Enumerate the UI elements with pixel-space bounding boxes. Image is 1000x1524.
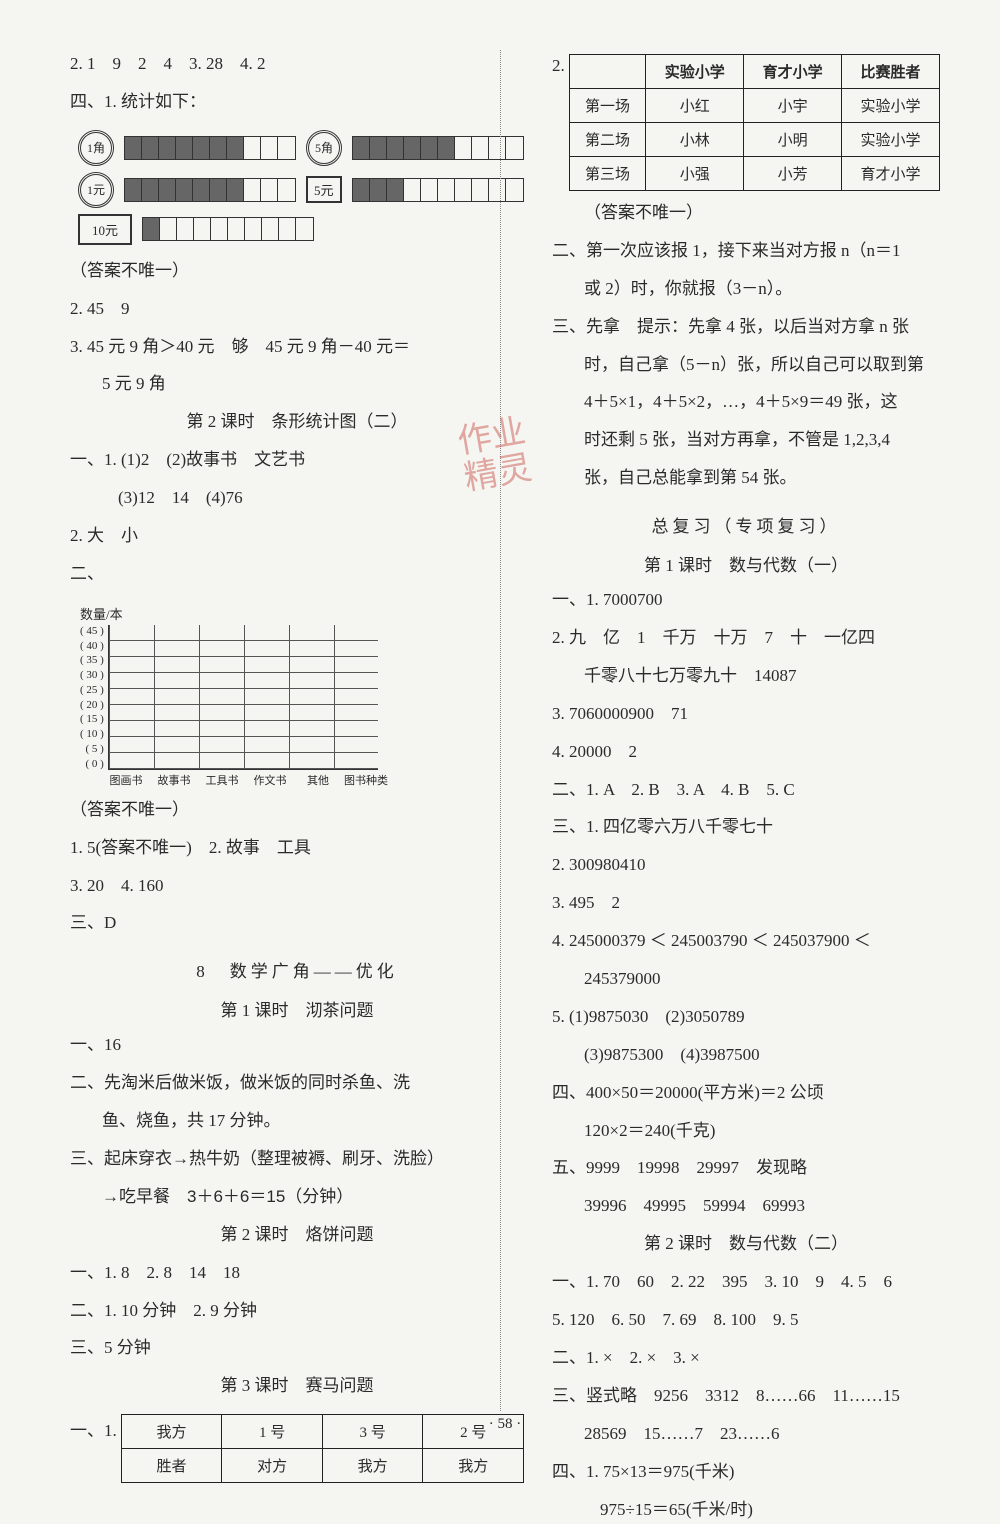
text-line: →吃早餐 3＋6＋6＝15（分钟） [70, 1183, 524, 1212]
coin-10yuan-icon: 10元 [78, 214, 132, 245]
coin-1jiao-icon: 1角 [78, 130, 114, 166]
text-line: 四、1. 统计如下： [70, 88, 524, 117]
chart-yaxis: ( 45 )( 40 )( 35 )( 30 )( 25 )( 20 )( 15… [80, 625, 108, 770]
text-line: 一、16 [70, 1031, 524, 1060]
section-sub: 第 1 课时 沏茶问题 [70, 996, 524, 1021]
text-line: （答案不唯一） [70, 257, 524, 286]
text-line: 5 元 9 角 [70, 370, 524, 399]
text-line: 245379000 [552, 965, 940, 994]
text-line: 或 2）时，你就报（3－n）。 [552, 275, 940, 304]
text-line: 二、 [70, 560, 524, 589]
text-line: 四、400×50＝20000(平方米)＝2 公顷 [552, 1079, 940, 1108]
text-line: 二、1. 10 分钟 2. 9 分钟 [70, 1297, 524, 1326]
tally-bar [352, 178, 524, 202]
text-line: 一、1. (1)2 (2)故事书 文艺书 [70, 446, 524, 475]
text-line: 时，自己拿（5－n）张，所以自己可以取到第 [552, 351, 940, 380]
match-table-1: 我方1 号3 号2 号胜者对方我方我方 [121, 1414, 524, 1483]
text-line: （答案不唯一） [552, 199, 940, 228]
text-line: 4. 245000379 ＜ 245003790 ＜ 245037900 ＜ [552, 927, 940, 956]
tally-bar [142, 217, 314, 241]
text-line: 三、D [70, 909, 524, 938]
right-column: 2. 实验小学育才小学比赛胜者第一场小红小宇实验小学第二场小林小明实验小学第三场… [552, 50, 940, 1400]
text-line: 一、1. 8 2. 8 14 18 [70, 1259, 524, 1288]
text-line: 2. 大 小 [70, 522, 524, 551]
text-line: 二、1. A 2. B 3. A 4. B 5. C [552, 776, 940, 805]
text-line: (3)12 14 (4)76 [70, 484, 524, 513]
text-line: 时还剩 5 张，当对方再拿，不管是 1,2,3,4 [552, 426, 940, 455]
text-line: 5. (1)9875030 (2)3050789 [552, 1003, 940, 1032]
text-line: 三、5 分钟 [70, 1334, 524, 1363]
text-line: 3. 7060000900 71 [552, 700, 940, 729]
text-line: 3. 495 2 [552, 889, 940, 918]
text-line: 5. 120 6. 50 7. 69 8. 100 9. 5 [552, 1306, 940, 1335]
section-title: 总复习（专项复习） [552, 512, 940, 537]
text-line: 39996 49995 59994 69993 [552, 1192, 940, 1221]
column-separator [500, 50, 501, 1411]
text-line: 2. 45 9 [70, 295, 524, 324]
text-line: 三、1. 四亿零六万八千零七十 [552, 813, 940, 842]
text-line: 二、先淘米后做米饭，做米饭的同时杀鱼、洗 [70, 1069, 524, 1098]
text-line: 2. 九 亿 1 千万 十万 7 十 一亿四 [552, 624, 940, 653]
text-line: （答案不唯一） [70, 796, 524, 825]
text-line: 1. 5(答案不唯一) 2. 故事 工具 [70, 834, 524, 863]
bar-chart: 数量/本 ( 45 )( 40 )( 35 )( 30 )( 25 )( 20 … [80, 604, 524, 788]
text-line: 2. 300980410 [552, 851, 940, 880]
chart-ylabel: 数量/本 [80, 604, 524, 623]
text-line: 3. 20 4. 160 [70, 872, 524, 901]
text-line: 鱼、烧鱼，共 17 分钟。 [70, 1107, 524, 1136]
text-line: 三、竖式略 9256 3312 8……66 11……15 [552, 1382, 940, 1411]
text-line: 一、1. 7000700 [552, 586, 940, 615]
text-line: 千零八十七万零九十 14087 [552, 662, 940, 691]
chart-grid [108, 625, 378, 770]
text-line: 二、1. × 2. × 3. × [552, 1344, 940, 1373]
text-line: 三、起床穿衣→热牛奶（整理被褥、刷牙、洗脸） [70, 1145, 524, 1174]
section-sub: 第 2 课时 条形统计图（二） [70, 408, 524, 437]
tally-bar [352, 136, 524, 160]
table-lead: 2. [552, 50, 565, 76]
text-line: 一、1. 70 60 2. 22 395 3. 10 9 4. 5 6 [552, 1268, 940, 1297]
coin-1yuan-icon: 1元 [78, 172, 114, 208]
section-sub: 第 3 课时 赛马问题 [70, 1372, 524, 1401]
section-sub: 第 2 课时 烙饼问题 [70, 1221, 524, 1250]
text-line: 28569 15……7 23……6 [552, 1420, 940, 1449]
match-table-2: 实验小学育才小学比赛胜者第一场小红小宇实验小学第二场小林小明实验小学第三场小强小… [569, 54, 940, 191]
section-sub: 第 2 课时 数与代数（二） [552, 1230, 940, 1259]
text-line: 120×2＝240(千克) [552, 1117, 940, 1146]
coin-5yuan-icon: 5元 [306, 176, 342, 203]
coin-5jiao-icon: 5角 [306, 130, 342, 166]
text-line: 4＋5×1，4＋5×2，…，4＋5×9＝49 张，这 [552, 388, 940, 417]
text-line: 3. 45 元 9 角＞40 元 够 45 元 9 角－40 元＝ [70, 333, 524, 362]
text-line: 975÷15＝65(千米/时) [552, 1496, 940, 1524]
text-line: 四、1. 75×13＝975(千米) [552, 1458, 940, 1487]
coin-tally-block: 1角 5角 1元 5元 10元 [78, 130, 524, 251]
text-line: (3)9875300 (4)3987500 [552, 1041, 940, 1070]
section-title: 8 数学广角——优化 [70, 957, 524, 982]
text-line: 二、第一次应该报 1，接下来当对方报 n（n＝1 [552, 237, 940, 266]
text-line: 五、9999 19998 29997 发现略 [552, 1154, 940, 1183]
table-lead: 一、1. [70, 1410, 117, 1441]
left-column: 2. 1 9 2 4 3. 28 4. 2 四、1. 统计如下： 1角 5角 1… [70, 50, 524, 1400]
text-line: 三、先拿 提示：先拿 4 张，以后当对方拿 n 张 [552, 313, 940, 342]
text-line: 2. 1 9 2 4 3. 28 4. 2 [70, 50, 524, 79]
text-line: 4. 20000 2 [552, 738, 940, 767]
tally-bar [124, 178, 296, 202]
tally-bar [124, 136, 296, 160]
chart-xaxis: 图画书故事书工具书作文书其他图书种类 [104, 772, 524, 788]
section-sub: 第 1 课时 数与代数（一） [552, 551, 940, 576]
text-line: 张，自己总能拿到第 54 张。 [552, 464, 940, 493]
